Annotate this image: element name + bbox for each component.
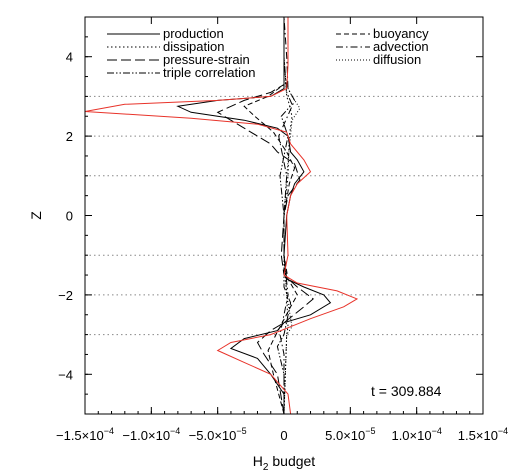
x-tick-label-mantissa: −1.0×10 xyxy=(122,428,170,443)
x-tick-label: −5.0×10−5 xyxy=(189,426,247,443)
x-tick-label-exponent: −4 xyxy=(104,426,114,436)
series-line-red-7 xyxy=(84,17,359,415)
series-line-triple-correlation xyxy=(276,17,293,414)
legend: productiondissipationpressure-straintrip… xyxy=(107,26,429,80)
x-tick-label-exponent: −4 xyxy=(432,426,442,436)
y-axis: −4 −2 0 2 4 xyxy=(58,16,483,415)
y-axis-label: Z xyxy=(28,211,44,220)
x-tick-label-mantissa: −1.5×10 xyxy=(56,428,104,443)
x-tick-label: 1.0×10−4 xyxy=(391,426,441,443)
x-tick-label-mantissa: 1.0×10 xyxy=(391,428,431,443)
x-axis: −1.5×10−4 −1.0×10−4 −5.0×10−5 0 5.0×10−5 1.0×… xyxy=(56,17,508,443)
legend-label: triple correlation xyxy=(163,65,256,80)
y-tick-label: 4 xyxy=(66,50,73,65)
x-tick-label-exponent: −4 xyxy=(170,426,180,436)
legend-label: buoyancy xyxy=(373,26,429,41)
time-annotation: t = 309.884 xyxy=(371,383,442,399)
x-tick-label-mantissa: 1.5×10 xyxy=(458,428,498,443)
x-axis-label-subscript: 2 xyxy=(263,462,269,473)
x-tick-label: 5.0×10−5 xyxy=(325,426,375,443)
x-tick-label-exponent: −5 xyxy=(236,426,246,436)
series-line-buoyancy xyxy=(243,17,298,415)
series-layer xyxy=(84,16,359,415)
legend-label: diffusion xyxy=(373,52,421,67)
series-line-diffusion xyxy=(283,17,301,415)
legend-label: dissipation xyxy=(163,39,224,54)
x-tick-label-exponent: −5 xyxy=(365,426,375,436)
x-tick-label-exponent: −4 xyxy=(498,426,508,436)
x-tick-label: 0 xyxy=(280,428,287,443)
y-tick-label: −4 xyxy=(58,367,73,382)
x-tick-label-mantissa: 0 xyxy=(280,428,287,443)
legend-label: pressure-strain xyxy=(163,52,250,67)
y-tick-label: 0 xyxy=(66,209,73,224)
x-axis-label-tail: budget xyxy=(268,453,315,469)
x-tick-label: 1.5×10−4 xyxy=(458,426,508,443)
legend-label: production xyxy=(163,26,224,41)
y-tick-label: −2 xyxy=(58,288,73,303)
x-axis-label-main: H xyxy=(253,453,263,469)
x-tick-label-mantissa: 5.0×10 xyxy=(325,428,365,443)
y-tick-label: 2 xyxy=(66,129,73,144)
x-tick-label: −1.5×10−4 xyxy=(56,426,114,443)
legend-label: advection xyxy=(373,39,429,54)
x-tick-label: −1.0×10−4 xyxy=(122,426,180,443)
x-axis-label: H2 budget xyxy=(253,453,316,473)
x-tick-label-mantissa: −5.0×10 xyxy=(189,428,237,443)
